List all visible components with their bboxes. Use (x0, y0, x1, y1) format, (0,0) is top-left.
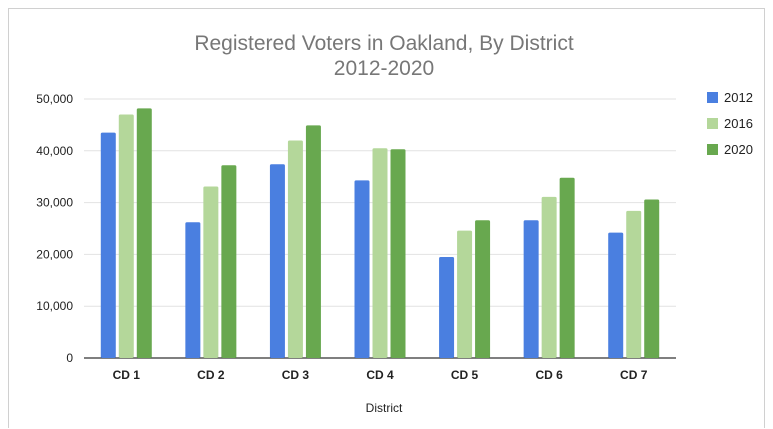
y-tick-label: 30,000 (36, 196, 73, 210)
bars (100, 108, 660, 358)
y-tick-label: 40,000 (36, 144, 73, 158)
x-category-label: CD 2 (197, 368, 225, 382)
bar-cd4-2012 (354, 180, 370, 358)
y-tick-label: 10,000 (36, 299, 73, 313)
bar-cd6-2016 (541, 196, 557, 358)
legend-label: 2016 (724, 116, 753, 131)
chart-title-line-2: 2012-2020 (334, 57, 434, 80)
bar-cd7-2020 (644, 199, 660, 358)
bar-cd6-2020 (559, 177, 575, 358)
legend-label: 2012 (724, 90, 753, 105)
chart-title-line-1: Registered Voters in Oakland, By Distric… (194, 32, 573, 55)
legend-label: 2020 (724, 142, 753, 157)
y-tick-label: 50,000 (36, 92, 73, 106)
y-axis-ticks: 0 10,000 20,000 30,000 40,000 50,000 (36, 92, 73, 365)
bar-cd3-2020 (305, 125, 321, 358)
bar-cd3-2016 (287, 140, 303, 358)
legend-swatch (707, 144, 718, 155)
bar-cd2-2016 (203, 186, 219, 358)
x-category-label: CD 7 (620, 368, 648, 382)
bar-cd2-2020 (221, 165, 237, 358)
bar-cd4-2020 (390, 149, 406, 358)
bar-cd4-2016 (372, 148, 388, 358)
bar-cd6-2012 (523, 220, 539, 358)
x-axis-title: District (366, 401, 403, 415)
x-category-label: CD 3 (282, 368, 310, 382)
bar-cd7-2016 (626, 210, 642, 358)
bar-cd2-2012 (185, 222, 201, 358)
bar-cd1-2020 (136, 108, 152, 358)
bar-cd5-2020 (475, 220, 491, 358)
x-category-label: CD 4 (366, 368, 394, 382)
x-axis-categories: CD 1 CD 2 CD 3 CD 4 CD 5 CD 6 CD 7 (113, 368, 648, 382)
bar-cd5-2016 (457, 230, 473, 358)
bar-cd7-2012 (608, 232, 624, 358)
bar-cd5-2012 (439, 256, 455, 358)
x-category-label: CD 6 (535, 368, 563, 382)
legend-swatch (707, 118, 718, 129)
bar-cd1-2016 (118, 114, 134, 358)
legend: 2012 2016 2020 (707, 90, 753, 157)
bar-cd1-2012 (100, 132, 116, 358)
y-tick-label: 20,000 (36, 247, 73, 261)
y-tick-label: 0 (66, 351, 73, 365)
x-category-label: CD 1 (113, 368, 141, 382)
x-category-label: CD 5 (451, 368, 479, 382)
bar-cd3-2012 (269, 164, 285, 358)
legend-swatch (707, 92, 718, 103)
